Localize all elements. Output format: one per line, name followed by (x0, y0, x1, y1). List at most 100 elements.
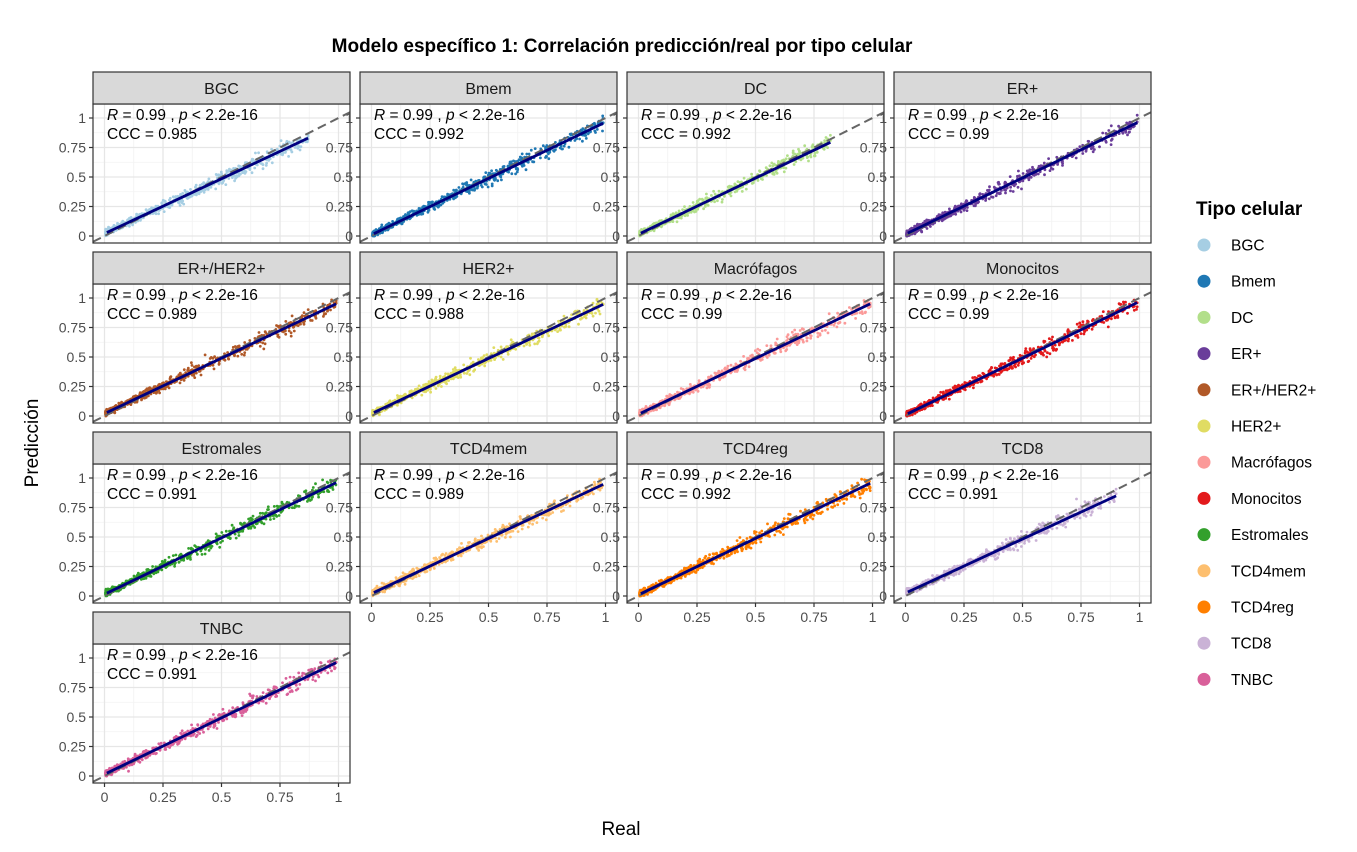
data-point (202, 190, 206, 194)
ccc-label: CCC = 0.99 (908, 126, 989, 143)
data-point (948, 207, 951, 211)
data-point (499, 355, 503, 359)
data-point (721, 198, 724, 201)
data-point (756, 179, 760, 182)
data-point (163, 200, 167, 203)
data-point (222, 179, 226, 183)
data-point (493, 358, 496, 361)
data-point (562, 144, 566, 148)
data-point (209, 185, 213, 189)
data-point (736, 368, 739, 372)
data-point (231, 176, 234, 180)
data-point (417, 384, 421, 388)
data-point (465, 183, 468, 187)
data-point (729, 363, 733, 367)
chart-title: Modelo específico 1: Correlación predicc… (332, 36, 913, 57)
data-point (410, 209, 414, 213)
data-point (528, 341, 531, 344)
data-point (798, 151, 802, 155)
data-point (306, 308, 310, 311)
data-point (791, 154, 795, 158)
data-point (1055, 155, 1059, 159)
data-point (396, 403, 399, 407)
data-point (1048, 169, 1052, 173)
y-tick-label: 0 (345, 228, 353, 244)
data-point (712, 189, 715, 193)
data-point (522, 164, 526, 167)
data-point (186, 190, 189, 194)
data-point (754, 349, 757, 353)
data-point (227, 169, 230, 173)
data-point (514, 167, 518, 171)
data-point (1014, 182, 1018, 186)
data-point (991, 195, 995, 199)
data-point (439, 203, 443, 207)
data-point (960, 202, 963, 206)
data-point (525, 152, 529, 156)
data-point (427, 200, 430, 204)
data-point (454, 188, 458, 192)
data-point (430, 378, 434, 382)
data-point (1087, 140, 1091, 143)
data-point (827, 312, 831, 316)
data-point (997, 182, 1001, 186)
data-point (923, 219, 927, 223)
data-point (454, 196, 457, 200)
data-point (598, 312, 602, 316)
data-point (966, 206, 969, 209)
data-point (823, 139, 827, 143)
data-point (742, 176, 746, 180)
data-point (451, 368, 455, 371)
data-point (199, 373, 203, 377)
data-point (200, 182, 204, 186)
panel-grid (360, 284, 617, 423)
data-point (691, 390, 695, 394)
data-point (207, 177, 211, 181)
data-point (562, 314, 566, 318)
data-point (595, 127, 599, 131)
data-point (689, 210, 693, 214)
data-point (597, 309, 601, 313)
facet-strip (92, 71, 351, 105)
data-point (786, 154, 789, 158)
data-point (300, 314, 304, 317)
data-point (807, 159, 810, 163)
data-point (1090, 146, 1094, 150)
panel-content (627, 291, 884, 423)
facet-strip (359, 71, 618, 105)
data-point (430, 381, 433, 384)
data-point (775, 337, 779, 341)
data-point (181, 192, 185, 195)
data-point (694, 210, 698, 213)
data-point (848, 306, 851, 309)
data-point (174, 195, 178, 199)
data-point (150, 207, 154, 211)
data-point (1004, 191, 1007, 195)
panel-content (93, 291, 350, 423)
data-point (793, 328, 797, 332)
data-point (567, 145, 571, 149)
data-point (696, 389, 700, 393)
data-point (259, 162, 263, 165)
data-point (484, 171, 488, 175)
data-point (705, 192, 708, 196)
data-point (984, 199, 987, 202)
y-tick-label: 1 (345, 110, 353, 126)
data-point (747, 365, 751, 369)
y-tick-label: 0.5 (67, 349, 87, 365)
data-point (1047, 157, 1050, 161)
y-tick-label: 0.5 (868, 169, 888, 185)
data-point (262, 347, 266, 351)
data-point (913, 224, 916, 228)
data-point (813, 151, 817, 155)
y-tick-label: 0.5 (334, 169, 354, 185)
data-point (914, 231, 917, 235)
data-point (303, 314, 307, 318)
data-point (168, 198, 171, 202)
data-point (826, 331, 830, 335)
y-tick-label: 1 (612, 110, 620, 126)
data-point (586, 132, 590, 136)
data-point (257, 151, 260, 155)
